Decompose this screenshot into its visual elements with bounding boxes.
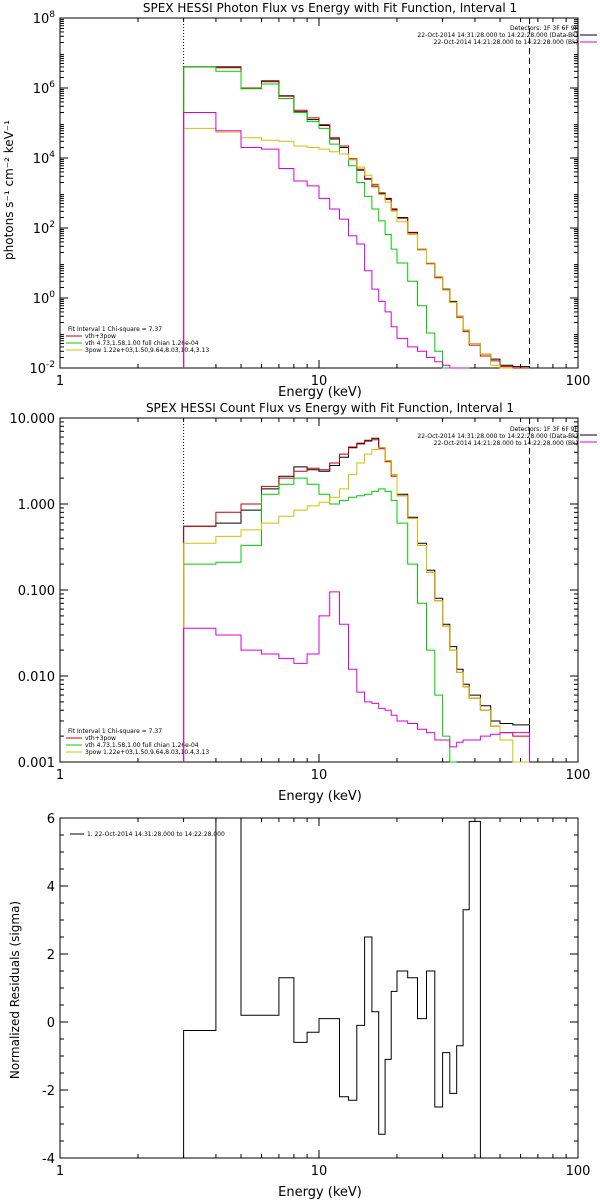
photon-flux-ylabel: photons s⁻¹ cm⁻² keV⁻¹	[2, 120, 16, 260]
photon-flux-x-tick-label: 100	[566, 374, 591, 389]
count-flux-xlabel: Energy (keV)	[278, 789, 362, 804]
photon-flux-y-tick-label: 108	[33, 10, 56, 27]
count-flux-header-2: 22-Oct-2014 14:31:28.000 to 14:22:28.000…	[417, 433, 578, 440]
photon-flux-y-tick-label: 104	[33, 150, 56, 167]
photon-flux-xlabel: Energy (keV)	[278, 385, 362, 400]
photon-flux-fit-text-1: Fit Interval 1 Chi-square = 7.37	[68, 326, 162, 333]
photon-flux-header-3: 22-Oct-2014 14:21:28.000 to 14:22:28.000…	[434, 39, 578, 46]
photon-flux-fit-text-2: vth+3pow	[85, 333, 116, 340]
residuals-xlabel: Energy (keV)	[278, 1185, 362, 1200]
residuals-axes-frame	[59, 817, 579, 1159]
photon-flux-title: SPEX HESSI Photon Flux vs Energy with Fi…	[143, 1, 517, 15]
residuals-y-tick-label: 6	[47, 812, 55, 827]
residuals-y-tick-label: 0	[47, 1016, 55, 1031]
residuals-ylabel: Normalized Residuals (sigma)	[8, 901, 22, 1079]
photon-flux-header-1: Detectors: 1F 3F 6F 9F	[510, 25, 579, 32]
count-flux-panel: SPEX HESSI Count Flux vs Energy with Fit…	[10, 401, 597, 804]
photon-flux-series-bk	[183, 112, 470, 369]
residuals-y-tick-label: -4	[42, 1152, 55, 1167]
count-flux-fit-text-2: vth+3pow	[85, 735, 116, 742]
photon-flux-y-tick-label: 106	[33, 80, 56, 97]
photon-flux-fit-text-4: 3pow 1.22e+03,1.50,9.64,8.03,10.4,3.13	[85, 347, 209, 354]
count-flux-series-data-bk	[183, 437, 530, 762]
count-flux-header-1: Detectors: 1F 3F 6F 9F	[510, 426, 579, 433]
photon-flux-y-tick-label: 100	[33, 290, 56, 307]
photon-flux-panel: SPEX HESSI Photon Flux vs Energy with Fi…	[2, 1, 597, 400]
photon-flux-y-tick-label: 102	[33, 220, 55, 237]
count-flux-fit-text-1: Fit Interval 1 Chi-square = 7.37	[68, 728, 162, 735]
photon-flux-header-2: 22-Oct-2014 14:31:28.000 to 14:22:28.000…	[417, 32, 578, 39]
count-flux-series-vth	[183, 477, 457, 763]
count-flux-y-tick-label: 0.010	[18, 670, 55, 685]
residuals-x-tick-label: 10	[311, 1164, 328, 1179]
count-flux-y-tick-label: 1.000	[18, 498, 55, 513]
count-flux-series-bk	[183, 591, 530, 762]
count-flux-y-tick-label: 0.100	[18, 584, 55, 599]
residuals-legend-entry: 1. 22-Oct-2014 14:31:28.000 to 14:22:28.…	[87, 831, 225, 838]
count-flux-x-tick-label: 100	[566, 768, 591, 783]
residuals-y-tick-label: 4	[47, 880, 55, 895]
count-flux-series-vth-3pow	[183, 439, 530, 762]
photon-flux-x-tick-label: 1	[56, 374, 64, 389]
photon-flux-series-vth	[183, 66, 457, 369]
residuals-series-residual	[183, 817, 481, 1158]
photon-flux-x-tick-label: 10	[311, 374, 328, 389]
residuals-y-tick-label: -2	[42, 1084, 55, 1099]
count-flux-x-tick-label: 1	[56, 768, 64, 783]
residuals-x-tick-label: 1	[56, 1164, 64, 1179]
residuals-y-tick-label: 2	[47, 948, 55, 963]
count-flux-x-tick-label: 10	[311, 768, 328, 783]
photon-flux-y-tick-label: 10-2	[29, 360, 55, 377]
count-flux-header-3: 22-Oct-2014 14:21:28.000 to 14:22:28.000…	[434, 440, 578, 447]
photon-flux-series-3pow	[183, 127, 513, 369]
photon-flux-series-data-bk	[183, 66, 530, 368]
count-flux-title: SPEX HESSI Count Flux vs Energy with Fit…	[146, 401, 514, 415]
photon-flux-fit-text-3: vth 4.73,1.58,1.00 full chian 1.26e-04	[85, 340, 199, 347]
photon-flux-series-vth-3pow	[183, 66, 530, 369]
count-flux-series-3pow	[183, 447, 530, 763]
count-flux-y-tick-label: 0.001	[18, 756, 55, 771]
count-flux-fit-text-3: vth 4.73,1.58,1.00 full chian 1.26e-04	[85, 742, 199, 749]
residuals-x-tick-label: 100	[566, 1164, 591, 1179]
count-flux-y-tick-label: 10.000	[10, 412, 56, 427]
residuals-panel: Normalized Residuals (sigma) Energy (keV…	[8, 812, 590, 1200]
count-flux-fit-text-4: 3pow 1.22e+03,1.50,9.64,8.03,10.4,3.13	[85, 749, 209, 756]
